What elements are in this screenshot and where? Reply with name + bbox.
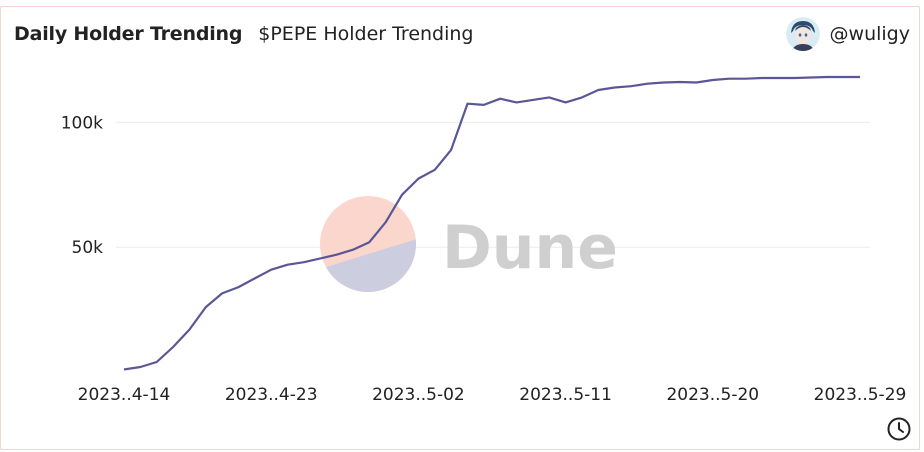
y-tick-label: 100k: [61, 113, 103, 133]
chart-subtitle: $PEPE Holder Trending: [258, 23, 474, 45]
x-tick-label: 2023..4-14: [78, 385, 171, 405]
x-tick-label: 2023..5-02: [372, 385, 465, 405]
grid-lines: [116, 121, 870, 248]
watermark-text: Dune: [442, 213, 618, 283]
y-axis-labels: 50k 100k: [61, 113, 103, 258]
x-tick-label: 2023..5-20: [666, 385, 759, 405]
author-name: @wuligy: [829, 23, 910, 45]
x-tick-label: 2023..5-11: [519, 385, 612, 405]
chart-header: Daily Holder Trending $PEPE Holder Trend…: [14, 16, 910, 52]
x-axis-labels: 2023..4-14 2023..4-23 2023..5-02 2023..5-11…: [78, 385, 907, 405]
x-tick-label: 2023..4-23: [225, 385, 318, 405]
x-tick-label: 2023..5-29: [814, 385, 907, 405]
chart-title: Daily Holder Trending: [14, 23, 243, 45]
series-line: [123, 75, 860, 371]
author-link[interactable]: @wuligy: [785, 17, 910, 51]
chart-card: [0, 6, 920, 450]
clock-icon[interactable]: [886, 416, 912, 442]
avatar-icon: [785, 17, 820, 51]
y-tick-label: 50k: [72, 238, 104, 258]
